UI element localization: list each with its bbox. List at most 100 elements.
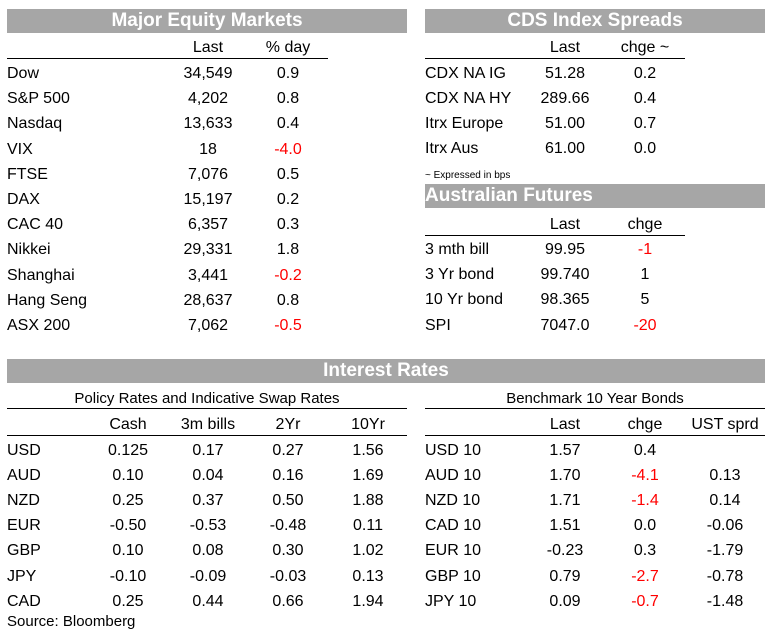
- futures-row-name: SPI: [425, 316, 451, 334]
- equity-title: Major Equity Markets: [7, 9, 407, 33]
- equity-row-chg: 0.3: [276, 216, 300, 234]
- futures-row-chg: -1: [637, 241, 653, 258]
- bonds-row-chg: -0.7: [631, 592, 659, 610]
- equity-row-last: 13,633: [183, 115, 233, 133]
- bonds-row-last: 1.71: [549, 492, 581, 510]
- policy-row-name: GBP: [7, 542, 41, 560]
- cds-row-chg: 0.4: [633, 90, 657, 107]
- policy-row-value: 0.08: [192, 542, 224, 560]
- bonds-row-chg: -4.1: [631, 467, 659, 485]
- cds-row-chg: 0.0: [633, 140, 657, 157]
- policy-row-name: CAD: [7, 592, 41, 610]
- futures-row-name: 10 Yr bond: [425, 291, 503, 309]
- bonds-row-sprd: 0.13: [709, 467, 741, 485]
- equity-row-name: FTSE: [7, 165, 48, 183]
- equity-row-name: ASX 200: [7, 317, 71, 334]
- equity-row-chg: 0.8: [276, 291, 300, 309]
- equity-row-name: CAC 40: [7, 216, 64, 234]
- equity-header-last: Last: [192, 39, 224, 56]
- equity-row-last: 7,076: [187, 165, 229, 183]
- futures-row-chg: -20: [633, 316, 657, 334]
- equity-row-name: Hang Seng: [7, 291, 88, 309]
- bonds-row-sprd: 0.14: [709, 492, 741, 510]
- equity-row-name: DAX: [7, 191, 40, 208]
- policy-header-rule: [7, 435, 407, 436]
- policy-row-value: 0.66: [272, 592, 304, 610]
- policy-header-2yr: 2Yr: [275, 416, 301, 433]
- bonds-row-name: AUD 10: [425, 467, 482, 485]
- policy-header-3m: 3m bills: [180, 416, 236, 433]
- bonds-row-chg: 0.0: [633, 517, 657, 535]
- bonds-row-chg: -2.7: [631, 567, 659, 585]
- equity-row-name: VIX: [7, 140, 33, 158]
- policy-row-name: NZD: [7, 492, 40, 510]
- policy-row-value: 1.56: [352, 442, 384, 459]
- bonds-row-sprd: -0.06: [706, 517, 744, 535]
- policy-row-value: 0.11: [353, 517, 383, 535]
- bonds-row-sprd: -0.78: [706, 567, 744, 585]
- futures-header-rule: [425, 235, 685, 236]
- policy-row-value: 0.16: [272, 467, 304, 485]
- equity-row-name: S&P 500: [7, 90, 70, 108]
- policy-row-value: 0.30: [272, 542, 304, 560]
- cds-header-rule: [425, 58, 685, 59]
- equity-row-name: Nikkei: [7, 241, 51, 259]
- policy-row-value: 0.27: [272, 442, 304, 459]
- cds-title: CDS Index Spreads: [425, 9, 765, 33]
- bonds-row-sprd: -1.79: [706, 542, 744, 560]
- equity-row-name: Nasdaq: [7, 115, 63, 133]
- policy-row-value: -0.53: [189, 517, 227, 535]
- source-note: Source: Bloomberg: [7, 613, 136, 630]
- cds-row-chg: 0.2: [633, 65, 657, 82]
- policy-row-name: JPY: [7, 567, 37, 585]
- futures-row-last: 7047.0: [540, 316, 590, 334]
- policy-row-value: 0.50: [272, 492, 304, 510]
- equity-row-last: 34,549: [183, 65, 233, 82]
- bonds-row-name: NZD 10: [425, 492, 481, 510]
- equity-row-name: Shanghai: [7, 266, 75, 284]
- policy-row-value: 0.04: [192, 467, 224, 485]
- futures-header-chg: chge: [627, 216, 663, 233]
- cds-row-name: Itrx Aus: [425, 140, 479, 157]
- bonds-row-chg: 0.3: [633, 542, 657, 560]
- bonds-header-last: Last: [549, 416, 581, 433]
- bonds-row-name: EUR 10: [425, 542, 482, 560]
- bonds-row-last: 0.09: [549, 592, 581, 610]
- equity-row-chg: 1.8: [276, 241, 300, 259]
- cds-header-last: Last: [549, 39, 581, 56]
- bonds-row-last: 1.57: [549, 442, 581, 459]
- policy-row-value: 0.125: [107, 442, 149, 459]
- policy-row-value: -0.10: [109, 567, 147, 585]
- bonds-header-chg: chge: [627, 416, 663, 433]
- bonds-header-sprd: UST sprd: [691, 416, 759, 433]
- rates-title: Interest Rates: [7, 359, 765, 383]
- futures-title: Australian Futures: [425, 184, 765, 208]
- equity-row-chg: 0.4: [276, 115, 300, 133]
- policy-row-value: 0.25: [112, 592, 144, 610]
- cds-row-last: 51.00: [544, 115, 586, 132]
- policy-row-value: -0.03: [269, 567, 307, 585]
- cds-row-last: 51.28: [544, 65, 586, 82]
- equity-row-chg: 0.9: [276, 65, 300, 82]
- equity-row-last: 3,441: [187, 266, 229, 284]
- policy-row-value: 1.94: [352, 592, 384, 610]
- futures-row-last: 99.95: [544, 241, 586, 258]
- futures-row-name: 3 Yr bond: [425, 266, 495, 284]
- equity-row-chg: -0.2: [274, 266, 302, 284]
- equity-row-chg: -4.0: [274, 140, 302, 158]
- equity-row-chg: 0.5: [276, 165, 300, 183]
- bonds-row-name: JPY 10: [425, 592, 477, 610]
- equity-row-last: 28,637: [183, 291, 233, 309]
- futures-header-last: Last: [549, 216, 581, 233]
- policy-row-value: -0.50: [109, 517, 147, 535]
- equity-row-chg: 0.8: [276, 90, 300, 108]
- equity-row-chg: -0.5: [274, 317, 302, 334]
- cds-row-name: CDX NA HY: [425, 90, 512, 107]
- policy-row-value: 1.88: [352, 492, 384, 510]
- futures-row-last: 99.740: [540, 266, 590, 284]
- policy-row-value: 1.69: [352, 467, 384, 485]
- policy-row-value: 0.37: [192, 492, 224, 510]
- bonds-header-rule: [425, 435, 765, 436]
- policy-row-value: 0.13: [352, 567, 384, 585]
- bonds-row-chg: -1.4: [631, 492, 659, 510]
